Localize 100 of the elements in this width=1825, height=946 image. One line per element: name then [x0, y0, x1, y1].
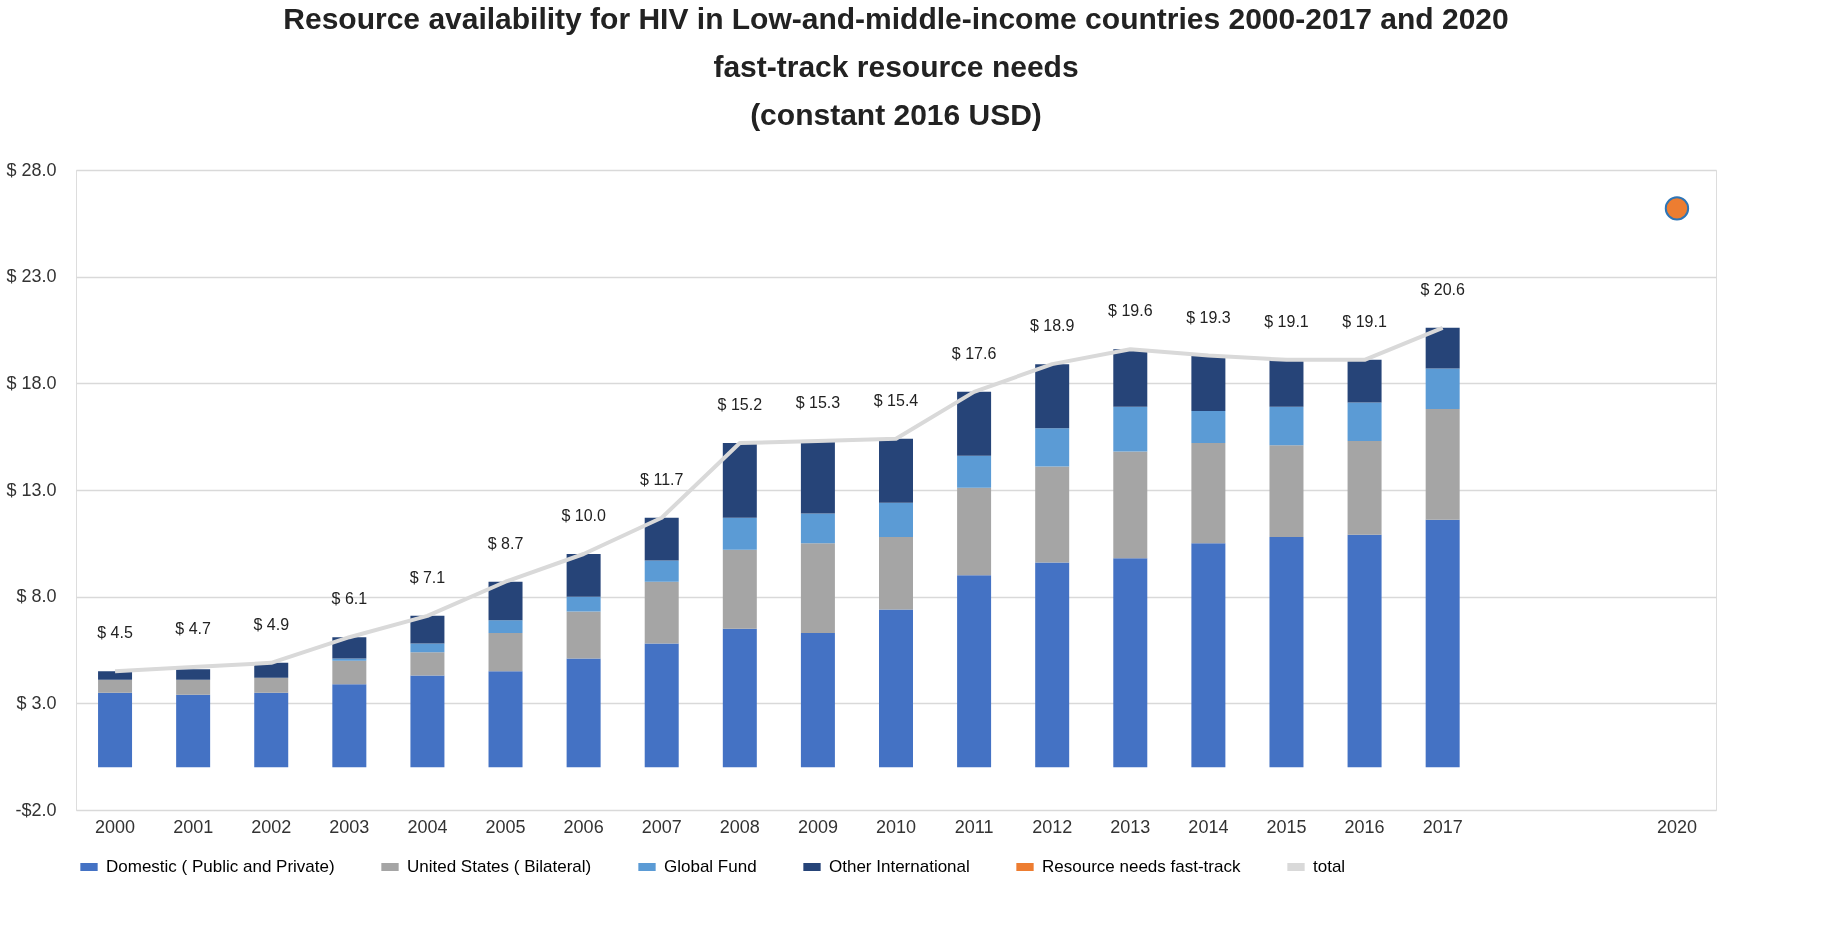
bar	[488, 671, 523, 768]
y-tick-label: $ 28.0	[6, 159, 57, 180]
bar	[98, 692, 133, 768]
bar	[644, 517, 679, 561]
x-tick-label: 2017	[1422, 816, 1463, 837]
data-label: $ 15.4	[873, 391, 919, 409]
bar	[254, 692, 289, 768]
bar	[1191, 443, 1226, 544]
bar	[722, 549, 757, 629]
bar	[176, 694, 211, 768]
data-label: $ 19.1	[1342, 312, 1387, 330]
x-tick-label: 2012	[1032, 816, 1073, 837]
x-tick-label: 2011	[954, 816, 994, 837]
bar	[1113, 406, 1148, 452]
bar	[1425, 368, 1460, 409]
bar	[1191, 355, 1226, 412]
x-tick-label: 2014	[1188, 816, 1229, 837]
bar	[410, 675, 445, 768]
bar	[410, 652, 445, 676]
x-tick-label: 2015	[1266, 816, 1307, 837]
data-label: $ 4.9	[253, 615, 290, 633]
y-tick-label: $ 23.0	[6, 266, 57, 287]
bar	[566, 554, 601, 597]
bar	[1191, 411, 1226, 444]
y-tick-label: $ 3.0	[16, 692, 57, 713]
bar	[1269, 359, 1304, 407]
data-label: $ 11.7	[640, 470, 684, 488]
data-label: $ 7.1	[409, 568, 446, 586]
bar	[879, 609, 913, 768]
data-label: $ 10.0	[561, 507, 606, 524]
bar	[488, 581, 523, 621]
bar	[957, 455, 992, 488]
bar	[879, 438, 913, 503]
bar	[722, 628, 757, 768]
bar	[566, 611, 601, 659]
x-tick-label: 2001	[173, 816, 214, 837]
bar	[722, 517, 757, 550]
bar	[1269, 445, 1304, 537]
bar	[644, 560, 679, 582]
bar	[1425, 408, 1460, 520]
bar	[957, 487, 992, 576]
bar	[957, 575, 992, 768]
x-tick-label: 2016	[1344, 816, 1385, 837]
legend-label: United States ( Bilateral)	[407, 857, 592, 876]
x-tick-label: 2000	[95, 816, 136, 837]
x-tick-label: 2008	[719, 816, 760, 837]
bar	[1113, 451, 1148, 559]
bar	[1347, 534, 1382, 768]
y-tick-label: $ 18.0	[6, 372, 57, 393]
bar	[800, 543, 835, 633]
x-tick-label: 2010	[875, 816, 917, 837]
bar	[957, 391, 992, 456]
x-tick-label: 2005	[485, 816, 526, 837]
bar	[1035, 428, 1070, 467]
bar	[98, 679, 133, 693]
bar	[1269, 536, 1304, 768]
bar	[1035, 466, 1070, 563]
data-label: $ 19.6	[1108, 302, 1153, 320]
data-label: $ 4.7	[175, 620, 212, 638]
legend-label: Global Fund	[664, 857, 757, 876]
bar	[332, 660, 367, 685]
legend-label: Other International	[829, 857, 970, 876]
bar	[1347, 440, 1382, 535]
x-tick-label: 2009	[797, 816, 838, 837]
bar	[1269, 406, 1304, 446]
bar	[1347, 402, 1382, 441]
bar	[488, 632, 523, 672]
data-label: $ 15.2	[717, 396, 763, 414]
data-label: $ 17.6	[951, 344, 997, 362]
data-label: $ 19.1	[1264, 312, 1309, 330]
bar	[644, 643, 679, 768]
x-tick-label: 2007	[641, 816, 682, 837]
bar	[332, 684, 367, 768]
bar	[410, 615, 445, 644]
bar	[488, 620, 523, 633]
bar	[176, 679, 211, 695]
y-tick-label: -$2.0	[15, 799, 57, 820]
bar	[1113, 558, 1148, 768]
x-tick-label: 2013	[1110, 816, 1151, 837]
y-tick-label: $ 13.0	[6, 479, 57, 500]
bar	[879, 502, 913, 537]
x-tick-label: 2002	[251, 816, 292, 837]
data-label: $ 15.3	[795, 393, 841, 411]
data-label: $ 4.5	[97, 624, 133, 642]
bar	[1425, 519, 1460, 768]
bar	[1035, 364, 1070, 429]
bar	[879, 536, 913, 610]
data-label: $ 20.6	[1420, 280, 1466, 298]
bar	[800, 632, 835, 768]
bar	[800, 513, 835, 544]
x-tick-label: 2006	[563, 816, 604, 837]
bar	[1347, 359, 1382, 403]
bar	[254, 677, 289, 693]
bar	[1035, 562, 1070, 768]
bar	[254, 662, 289, 678]
bar	[332, 658, 367, 661]
x-tick-label: 2020	[1656, 816, 1697, 837]
y-tick-label: $ 8.0	[16, 586, 57, 607]
bar	[1425, 327, 1460, 369]
bar	[566, 658, 601, 768]
